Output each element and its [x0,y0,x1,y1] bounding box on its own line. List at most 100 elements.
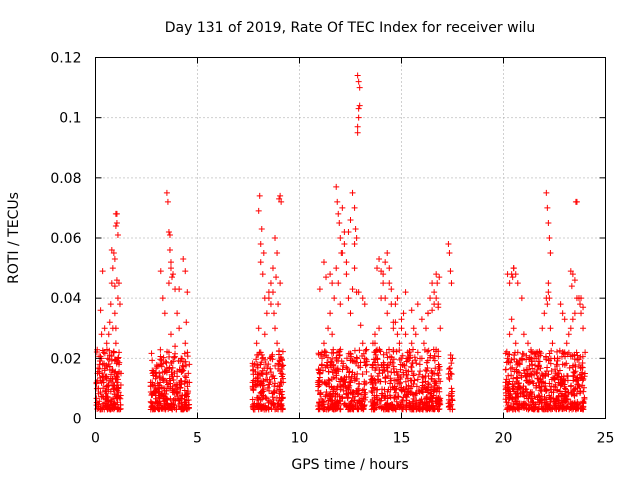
data-point [183,319,190,326]
data-point [557,301,564,308]
data-point [101,350,108,357]
data-point [95,368,102,375]
data-point [177,395,184,402]
data-point [376,325,383,332]
data-point [520,331,527,338]
data-point [369,364,376,371]
data-point [98,331,105,338]
data-point [572,362,579,369]
data-point [386,346,393,353]
data-point [325,325,332,332]
data-point [96,365,103,372]
data-point [323,389,330,396]
data-point [547,386,554,393]
data-point [265,361,272,368]
data-point [379,392,386,399]
data-point [419,373,426,380]
data-point [566,364,573,371]
data-point [391,384,398,391]
data-point [171,353,178,360]
data-point [542,403,549,410]
data-point [562,353,569,360]
data-point [181,405,188,412]
data-point [169,274,175,281]
data-point [114,392,121,399]
data-point [316,382,323,389]
data-point [363,346,370,353]
data-point [446,403,453,410]
data-point [152,375,159,382]
data-point [543,368,550,375]
data-point [250,404,257,411]
data-point [545,289,552,296]
data-point [315,350,322,357]
data-point [163,387,170,394]
data-point [380,367,387,374]
data-point [553,396,560,403]
data-point [102,393,109,400]
data-point [390,319,397,326]
data-point [396,347,403,354]
data-point [154,386,161,393]
data-point [149,357,156,364]
data-point [396,340,403,347]
data-point [540,405,547,412]
data-point [157,356,164,363]
data-point [391,377,398,384]
data-point [174,368,181,375]
data-point [561,392,568,399]
data-point [165,228,172,235]
data-point [150,372,157,379]
data-point [261,331,268,338]
data-point [414,349,421,356]
data-point [163,189,170,196]
data-point [378,405,385,412]
data-point [529,358,536,365]
data-point [333,370,340,377]
data-point [320,406,327,413]
data-point [278,405,285,412]
data-point [348,353,355,360]
data-point [278,198,285,205]
data-point [548,347,555,354]
data-point [170,271,177,278]
data-point [402,393,409,400]
data-point [582,349,589,356]
data-point [277,386,284,393]
data-point [177,384,184,391]
data-point [544,204,551,211]
y-tick-label: 0.08 [50,171,81,187]
data-point [148,350,155,357]
data-point [579,369,586,376]
data-point [376,346,383,353]
data-point [504,402,511,409]
data-point [514,280,521,287]
data-point [562,385,569,392]
data-point [347,350,354,357]
data-point [431,289,438,296]
data-point [571,310,578,317]
data-point [359,371,366,378]
data-point [418,396,425,403]
data-point [388,354,395,361]
data-point [361,391,368,398]
data-point [506,378,513,385]
data-point [373,394,380,401]
data-point [406,349,413,356]
data-point [552,366,559,373]
data-point [166,247,173,254]
data-point [571,369,578,376]
data-point [389,401,396,408]
data-point [563,396,570,403]
data-point [106,356,113,363]
data-point [117,382,124,389]
data-point [112,325,119,332]
data-point [255,403,262,410]
grid [95,57,606,419]
data-point [347,216,354,223]
x-tick-label: 20 [495,431,513,447]
data-point [514,361,521,368]
data-point [116,349,123,356]
data-point [446,250,453,257]
data-point [355,78,362,85]
